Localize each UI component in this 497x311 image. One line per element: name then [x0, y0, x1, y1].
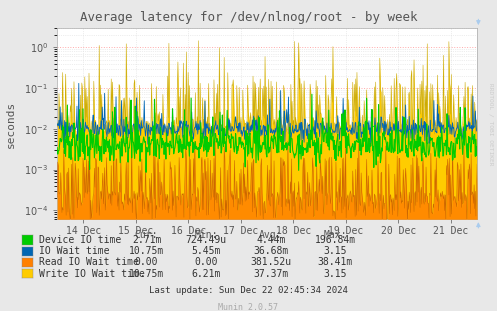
- Text: Write IO Wait time: Write IO Wait time: [39, 269, 145, 279]
- Text: 381.52u: 381.52u: [250, 258, 291, 267]
- Text: Device IO time: Device IO time: [39, 235, 121, 245]
- Text: Munin 2.0.57: Munin 2.0.57: [219, 303, 278, 311]
- Text: seconds: seconds: [6, 101, 16, 148]
- Text: 10.75m: 10.75m: [129, 269, 164, 279]
- Text: Read IO Wait time: Read IO Wait time: [39, 258, 139, 267]
- Text: Min:: Min:: [194, 230, 218, 239]
- Text: Last update: Sun Dec 22 02:45:34 2024: Last update: Sun Dec 22 02:45:34 2024: [149, 286, 348, 295]
- Text: Cur:: Cur:: [135, 230, 159, 239]
- Text: 724.49u: 724.49u: [186, 235, 227, 245]
- Text: 38.41m: 38.41m: [318, 258, 353, 267]
- Text: 37.37m: 37.37m: [253, 269, 288, 279]
- Text: 3.15: 3.15: [324, 246, 347, 256]
- Text: IO Wait time: IO Wait time: [39, 246, 109, 256]
- Text: 196.84m: 196.84m: [315, 235, 356, 245]
- Text: Max:: Max:: [324, 230, 347, 239]
- Text: 2.71m: 2.71m: [132, 235, 162, 245]
- Text: 5.45m: 5.45m: [191, 246, 221, 256]
- Text: Average latency for /dev/nlnog/root - by week: Average latency for /dev/nlnog/root - by…: [80, 11, 417, 24]
- Text: Avg:: Avg:: [259, 230, 283, 239]
- Text: RRDTOOL / TOBI OETIKER: RRDTOOL / TOBI OETIKER: [489, 83, 494, 166]
- Text: 3.15: 3.15: [324, 269, 347, 279]
- Text: 4.44m: 4.44m: [256, 235, 286, 245]
- Text: 0.00: 0.00: [135, 258, 159, 267]
- Text: 0.00: 0.00: [194, 258, 218, 267]
- Text: 6.21m: 6.21m: [191, 269, 221, 279]
- Text: 36.68m: 36.68m: [253, 246, 288, 256]
- Text: 10.75m: 10.75m: [129, 246, 164, 256]
